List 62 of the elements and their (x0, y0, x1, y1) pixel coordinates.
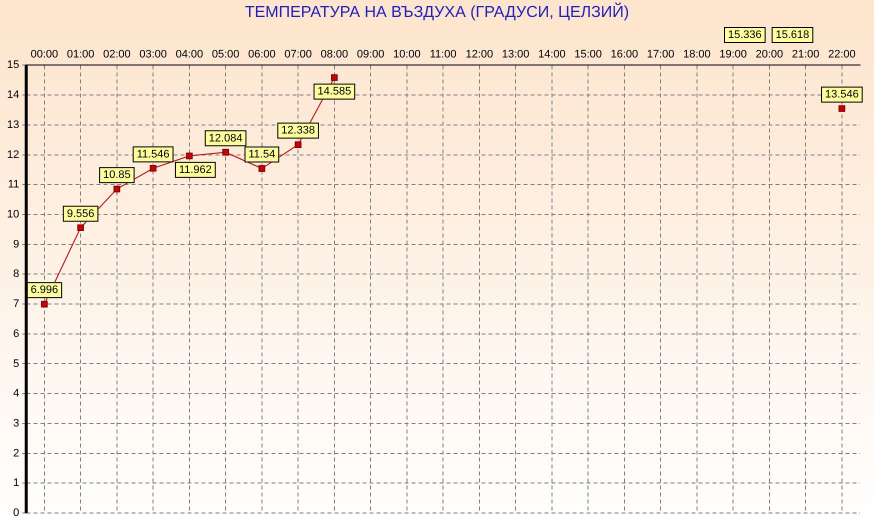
x-tick-label: 06:00 (248, 48, 276, 61)
y-tick-label: 4 (13, 388, 20, 400)
y-tick-label: 7 (13, 298, 20, 310)
data-label: 12.338 (281, 124, 315, 137)
x-tick-label: 00:00 (30, 48, 58, 61)
data-label: 6.996 (30, 284, 58, 296)
x-tick-label: 13:00 (502, 48, 530, 61)
x-tick-label: 19:00 (719, 48, 747, 61)
y-tick-label: 8 (13, 268, 20, 280)
point (77, 224, 84, 232)
x-tick-label: 02:00 (103, 48, 131, 61)
point (114, 186, 120, 192)
y-tick-label: 2 (13, 447, 20, 460)
y-tick-label: 6 (13, 328, 20, 340)
y-tick-label: 5 (13, 358, 20, 370)
x-tick-label: 11:00 (430, 48, 456, 61)
chart-title: ТЕМПЕРАТУРА НА ВЪЗДУХА (ГРАДУСИ, ЦЕЛЗИЙ) (244, 4, 630, 22)
point (150, 164, 156, 172)
x-tick-label: 20:00 (756, 48, 784, 61)
x-tick-label: 07:00 (284, 48, 312, 61)
y-tick-label: 0 (13, 507, 20, 520)
point (258, 165, 266, 172)
point (838, 105, 846, 112)
point (41, 300, 48, 308)
y-tick-label: 9 (13, 238, 20, 250)
y-tick-label: 1 (13, 477, 20, 490)
y-tick-label: 10 (6, 208, 20, 220)
text: 15.336 (728, 29, 762, 42)
y-tick-label: 12 (6, 148, 20, 161)
x-tick-label: 15:00 (574, 48, 602, 61)
y-tick-label: 13 (6, 118, 20, 131)
data-label: 10.85 (103, 169, 131, 182)
x-tick-label: 03:00 (139, 48, 167, 61)
x-tick-label: 18:00 (683, 48, 711, 61)
x-tick-label: 12:00 (466, 48, 494, 61)
x-tick-label: 05:00 (212, 48, 240, 61)
data-label: 9.556 (66, 208, 94, 220)
point (294, 141, 302, 148)
x-tick-label: 08:00 (320, 48, 348, 61)
data-label: 13.546 (825, 88, 859, 101)
x-tick-label: 17:00 (646, 48, 674, 61)
data-label: 11.54 (248, 148, 276, 161)
x-tick-label: 01:00 (66, 48, 94, 61)
x-tick-label: 04:00 (176, 48, 204, 61)
x-tick-label: 21:00 (792, 48, 820, 61)
x-tick-label: 14:00 (538, 48, 566, 61)
x-tick-label: 22:00 (828, 48, 856, 61)
x-tick-label: 10:00 (393, 48, 421, 61)
text: 15.618 (776, 29, 810, 42)
x-tick-label: 16:00 (610, 48, 638, 61)
point (186, 152, 193, 160)
point (222, 148, 229, 156)
data-label: 11.962 (178, 164, 212, 176)
data-label: 12.084 (208, 132, 242, 144)
point (331, 74, 338, 81)
y-tick-label: 3 (13, 417, 20, 430)
data-label: 14.585 (318, 86, 352, 98)
x-tick-label: 09:00 (356, 48, 384, 61)
y-tick-label: 15 (6, 59, 20, 72)
y-tick-label: 11 (8, 178, 20, 191)
data-label: 11.546 (136, 148, 170, 160)
y-tick-label: 14 (6, 89, 20, 102)
